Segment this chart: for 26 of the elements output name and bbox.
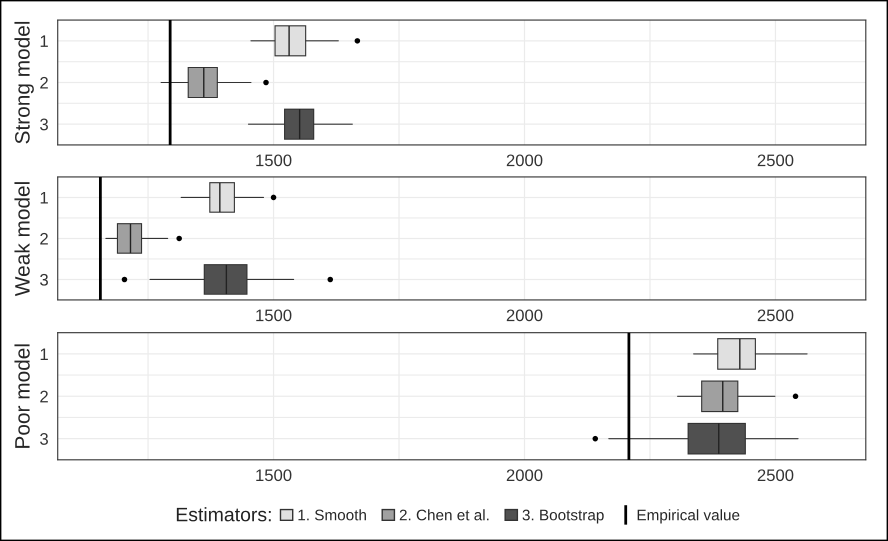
x-tick-label: 2000 xyxy=(506,154,542,166)
legend-label: 2. Chen et al. xyxy=(400,509,488,520)
y-tick-label: 2 xyxy=(40,390,48,402)
y-tick-label: 3 xyxy=(40,433,48,445)
y-tick-label: 2 xyxy=(40,232,48,245)
y-axis-title: Weak model xyxy=(14,182,30,296)
legend-label: Empirical value xyxy=(638,509,740,524)
x-tick-label: 2500 xyxy=(758,469,794,482)
y-tick-label: 3 xyxy=(40,118,48,130)
y-tick-label: 2 xyxy=(40,76,48,89)
x-tick-label: 1500 xyxy=(256,309,292,322)
x-tick-label: 2000 xyxy=(506,469,542,482)
x-tick-label: 2000 xyxy=(506,309,542,322)
y-tick-label: 3 xyxy=(40,274,48,286)
y-tick-label: 1 xyxy=(40,192,48,204)
legend-title: Estimators: xyxy=(176,507,271,522)
x-tick-label: 2500 xyxy=(758,309,794,322)
legend-label: 1. Smooth xyxy=(298,509,366,520)
legend-label: 3. Bootstrap xyxy=(522,510,604,524)
x-tick-label: 1500 xyxy=(256,154,292,166)
x-tick-label: 1500 xyxy=(256,469,292,482)
y-axis-title: Strong model xyxy=(14,22,34,144)
y-tick-label: 1 xyxy=(40,35,48,47)
y-axis-title: Poor model xyxy=(14,344,30,448)
x-tick-label: 2500 xyxy=(758,154,794,166)
y-tick-label: 1 xyxy=(40,348,48,360)
